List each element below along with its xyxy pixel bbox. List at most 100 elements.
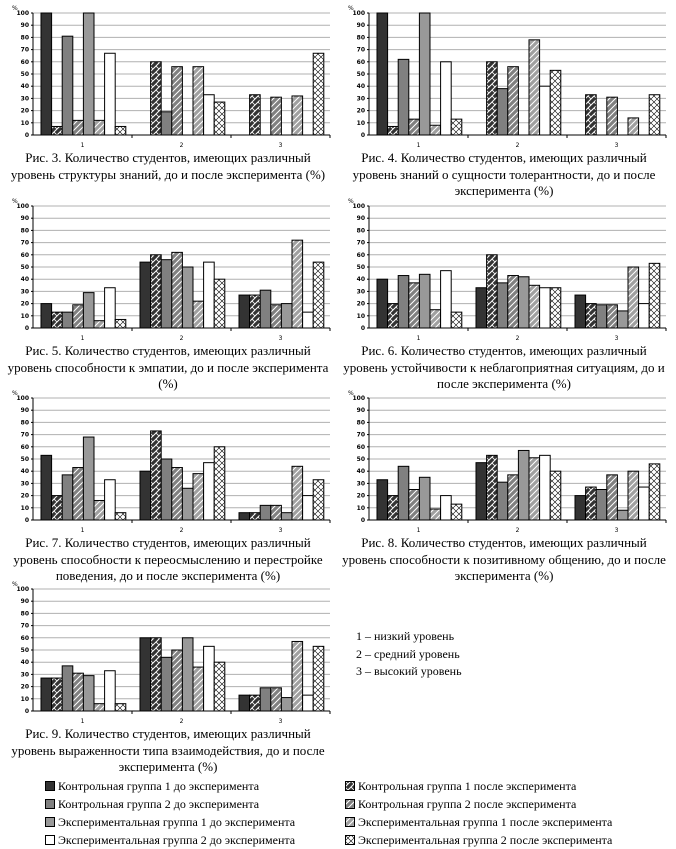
y-tick-label: 40 xyxy=(21,659,29,666)
y-tick-label: 80 xyxy=(357,419,365,426)
legend-swatch-icon xyxy=(345,817,355,827)
y-tick-label: 30 xyxy=(357,95,365,102)
legend-label: Контрольная группа 1 после эксперимента xyxy=(358,778,577,793)
bar-2-series-4 xyxy=(171,649,183,712)
y-tick-label: 30 xyxy=(21,671,29,678)
bar-2-series-5 xyxy=(517,449,530,521)
bar-1-series-8 xyxy=(450,118,463,136)
y-tick-label: 20 xyxy=(21,493,29,500)
bar-3-series-1 xyxy=(574,294,587,329)
y-axis-label: % xyxy=(12,581,18,588)
bar-1-series-5 xyxy=(418,12,431,136)
legend-swatch-icon xyxy=(45,817,55,827)
bar-2-series-6 xyxy=(192,666,205,712)
bar-2-series-4 xyxy=(507,474,519,521)
bar-1-series-7 xyxy=(440,270,452,329)
bar-3-series-8 xyxy=(312,479,325,521)
y-tick-label: 20 xyxy=(21,108,29,115)
bar-1-series-4 xyxy=(408,282,420,329)
legend-swatch-icon xyxy=(45,799,55,809)
y-tick-label: 40 xyxy=(21,83,29,90)
y-tick-label: 100 xyxy=(16,10,29,17)
legend-item-series-5: Экспериментальная группа 1 до эксперимен… xyxy=(45,813,295,831)
y-tick-label: 80 xyxy=(21,34,29,41)
y-tick-label: 80 xyxy=(21,227,29,234)
chart-3: % 0 10 20 30 40 50 60 70 80 90 100 1 2 3 xyxy=(12,5,331,149)
bar-2-series-8 xyxy=(549,287,562,329)
bar-1-series-3 xyxy=(61,665,74,712)
y-tick-label: 80 xyxy=(357,34,365,41)
bar-1-series-1 xyxy=(40,12,53,136)
bar-2-series-3 xyxy=(496,481,509,521)
y-tick-label: 60 xyxy=(21,252,29,259)
y-tick-label: 90 xyxy=(357,407,365,414)
bar-2-series-6 xyxy=(192,66,205,136)
y-tick-label: 20 xyxy=(357,493,365,500)
y-tick-label: 80 xyxy=(21,419,29,426)
x-tick-label: 1 xyxy=(81,335,85,342)
figure-7: % 0 10 20 30 40 50 60 70 80 90 100 1 2 3 Рис. 7. Количе… xyxy=(0,385,336,585)
bar-3-series-7 xyxy=(302,694,314,712)
y-tick-label: 90 xyxy=(357,215,365,222)
bar-2-series-6 xyxy=(528,457,541,521)
bar-2-series-3 xyxy=(160,259,173,329)
legend-item-series-2: Контрольная группа 1 после эксперимента xyxy=(345,777,576,795)
bar-1-series-6 xyxy=(93,119,106,136)
bar-1-series-5 xyxy=(418,273,431,329)
bar-1-series-3 xyxy=(397,58,410,136)
x-tick-label: 1 xyxy=(81,718,85,725)
bar-3-series-8 xyxy=(648,94,661,136)
figure-caption: Рис. 8. Количество студентов, имеющих ра… xyxy=(342,535,666,583)
bar-1-series-7 xyxy=(440,495,452,521)
bar-3-series-6 xyxy=(627,117,640,136)
y-tick-label: 20 xyxy=(357,108,365,115)
legend-label: Контрольная группа 2 до эксперимента xyxy=(58,796,260,811)
bar-3-series-5 xyxy=(616,310,629,329)
bar-3-series-6 xyxy=(291,465,304,521)
y-tick-label: 0 xyxy=(25,708,29,715)
y-tick-label: 40 xyxy=(357,276,365,283)
legend-swatch-icon xyxy=(345,799,355,809)
bar-3-series-2 xyxy=(249,94,261,136)
bar-3-series-3 xyxy=(595,304,608,329)
bar-1-series-6 xyxy=(93,320,106,329)
y-tick-label: 70 xyxy=(357,47,365,54)
bar-1-series-8 xyxy=(114,703,127,712)
bar-1-series-2 xyxy=(51,125,63,136)
bar-2-series-3 xyxy=(160,656,173,712)
y-tick-label: 10 xyxy=(21,120,29,127)
bar-2-series-7 xyxy=(539,454,551,521)
bar-2-series-1 xyxy=(139,637,152,712)
key-item-high: 3 – высокий уровень xyxy=(356,664,462,678)
key-item-low: 1 – низкий уровень xyxy=(356,629,455,643)
y-tick-label: 70 xyxy=(21,47,29,54)
y-tick-label: 50 xyxy=(357,264,365,271)
bar-1-series-2 xyxy=(387,303,399,329)
y-tick-label: 20 xyxy=(21,301,29,308)
bar-3-series-6 xyxy=(627,266,640,329)
bar-3-series-2 xyxy=(585,303,597,329)
x-tick-label: 1 xyxy=(81,142,85,149)
bar-2-series-7 xyxy=(203,645,215,712)
bar-2-series-8 xyxy=(213,661,226,712)
figure-caption: Рис. 3. Количество студентов, имеющих ра… xyxy=(10,150,326,182)
y-tick-label: 60 xyxy=(21,444,29,451)
bar-3-series-2 xyxy=(585,94,597,136)
y-tick-label: 0 xyxy=(361,132,365,139)
bar-1-series-5 xyxy=(82,675,95,712)
legend-swatch-icon xyxy=(345,781,355,791)
bar-3-series-4 xyxy=(270,687,282,712)
legend-swatch-icon xyxy=(45,781,55,791)
bar-1-series-8 xyxy=(114,125,127,136)
bar-1-series-2 xyxy=(51,495,63,521)
y-tick-label: 100 xyxy=(16,203,29,210)
bar-1-series-3 xyxy=(397,275,410,329)
y-tick-label: 20 xyxy=(357,301,365,308)
bar-2-series-8 xyxy=(549,470,562,521)
bar-3-series-8 xyxy=(648,262,661,329)
bar-1-series-5 xyxy=(82,292,95,329)
bar-1-series-1 xyxy=(376,278,389,329)
y-tick-label: 70 xyxy=(357,240,365,247)
y-tick-label: 50 xyxy=(357,71,365,78)
y-tick-label: 100 xyxy=(16,395,29,402)
